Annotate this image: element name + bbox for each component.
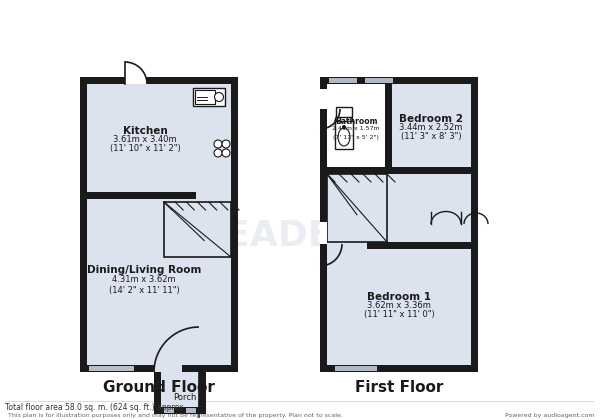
Text: (11' 3" x 8' 3"): (11' 3" x 8' 3") [401, 132, 461, 142]
Text: (11' 11" x 11' 0"): (11' 11" x 11' 0") [364, 310, 434, 320]
Bar [231, 199, 238, 229]
Bar [193, 88, 225, 106]
Text: Ground Floor: Ground Floor [103, 381, 215, 396]
Bar [327, 84, 471, 365]
Bar [154, 365, 182, 372]
Bar [327, 242, 367, 249]
Bar [320, 77, 327, 372]
Bar [196, 192, 231, 199]
Text: 3.44m x 2.52m: 3.44m x 2.52m [400, 123, 463, 132]
Ellipse shape [338, 128, 350, 146]
Bar [87, 84, 231, 365]
Text: LEADERS: LEADERS [203, 218, 387, 252]
Bar [320, 167, 471, 174]
Text: 3.61m x 3.40m: 3.61m x 3.40m [113, 136, 177, 144]
Bar [329, 78, 357, 83]
Circle shape [342, 125, 346, 129]
Bar [164, 408, 174, 413]
Bar [80, 77, 87, 372]
Bar [327, 242, 471, 249]
Bar [195, 90, 215, 104]
Ellipse shape [335, 112, 353, 132]
Bar [80, 365, 238, 372]
Bar [335, 121, 353, 149]
Text: 2.41m x 1.57m: 2.41m x 1.57m [332, 126, 380, 131]
Text: Kitchen: Kitchen [122, 126, 167, 136]
Circle shape [214, 140, 222, 148]
Bar [186, 408, 196, 413]
Text: This plan is for illustration purposes only and may not be representative of the: This plan is for illustration purposes o… [8, 412, 343, 417]
Circle shape [215, 92, 223, 102]
Bar [336, 107, 352, 117]
Bar [385, 84, 392, 174]
Bar [89, 366, 134, 371]
Circle shape [222, 140, 230, 148]
Bar [195, 90, 215, 104]
Bar [161, 372, 199, 407]
Bar [154, 372, 161, 414]
Circle shape [214, 149, 222, 157]
Text: (14' 2" x 11' 11"): (14' 2" x 11' 11") [109, 286, 179, 294]
Text: First Floor: First Floor [355, 381, 443, 396]
Bar [471, 77, 478, 372]
Bar [392, 84, 471, 167]
Bar [193, 88, 225, 106]
Bar [80, 77, 238, 84]
Text: 3.62m x 3.36m: 3.62m x 3.36m [367, 302, 431, 310]
Bar [320, 365, 478, 372]
Text: (11' 10" x 11' 2"): (11' 10" x 11' 2") [110, 144, 181, 153]
Text: Dining/Living Room: Dining/Living Room [87, 265, 201, 275]
Bar [365, 78, 393, 83]
Text: Bathroom: Bathroom [335, 116, 377, 126]
Bar [320, 222, 327, 244]
Bar [231, 77, 238, 372]
Text: Bedroom 2: Bedroom 2 [399, 114, 463, 124]
Bar [342, 366, 377, 371]
Text: 4.31m x 3.62m: 4.31m x 3.62m [112, 276, 176, 284]
Bar [320, 77, 478, 84]
Bar [164, 202, 231, 257]
Text: Powered by audioagent.com: Powered by audioagent.com [505, 412, 595, 417]
Bar [80, 192, 231, 199]
Circle shape [222, 149, 230, 157]
Text: Bedroom 1: Bedroom 1 [367, 292, 431, 302]
Text: (7' 11" x 5' 2"): (7' 11" x 5' 2") [333, 134, 379, 139]
Bar [199, 372, 206, 414]
Bar [125, 77, 147, 84]
Bar [327, 174, 387, 242]
Bar [327, 84, 385, 167]
Bar [335, 366, 375, 371]
Bar [320, 89, 327, 109]
Bar [154, 407, 206, 414]
Text: Porch: Porch [173, 394, 197, 402]
Text: Total floor area 58.0 sq. m. (624 sq. ft.) approx: Total floor area 58.0 sq. m. (624 sq. ft… [5, 402, 184, 412]
